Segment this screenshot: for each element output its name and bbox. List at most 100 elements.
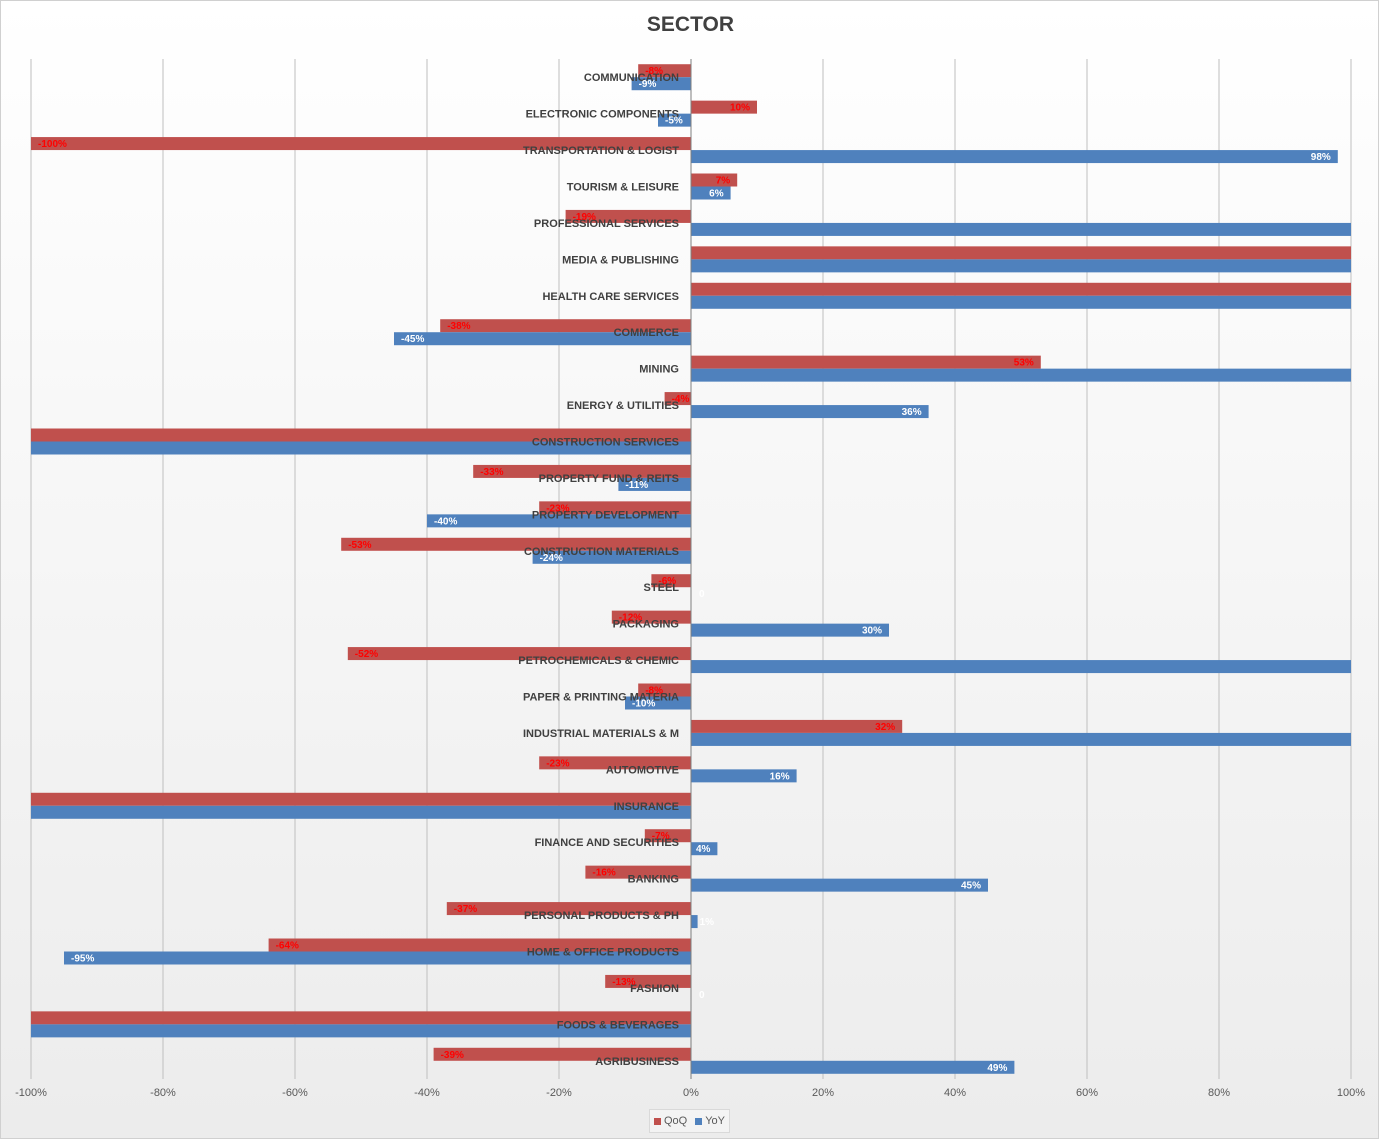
data-label-yoy: -40% — [434, 516, 457, 527]
legend-swatch-qoq — [654, 1117, 661, 1125]
bar-yoy — [427, 514, 691, 528]
category-label: PROPERTY FUND & REITS — [539, 473, 679, 485]
bar-yoy — [691, 915, 698, 929]
category-label: HEALTH CARE SERVICES — [542, 291, 679, 303]
category-label: COMMERCE — [614, 327, 679, 339]
category-label: AUTOMOTIVE — [606, 764, 679, 776]
data-label-yoy: -24% — [540, 553, 563, 564]
bar-yoy — [691, 1060, 1015, 1074]
bar-yoy — [31, 805, 691, 819]
x-tick-label: -60% — [282, 1087, 308, 1099]
bar-yoy — [691, 222, 1351, 236]
bar-yoy — [64, 951, 691, 965]
category-label: ENERGY & UTILITIES — [567, 400, 679, 412]
data-label-qoq: -13% — [612, 977, 635, 988]
bar-qoq — [31, 1011, 691, 1025]
data-label-qoq: 10% — [730, 103, 750, 114]
bar-yoy — [691, 842, 718, 856]
data-label-qoq: -33% — [480, 467, 503, 478]
bar-yoy — [691, 368, 1351, 382]
data-label-qoq: -12% — [619, 613, 642, 624]
bar-qoq — [644, 829, 691, 843]
x-tick-label: 0% — [683, 1087, 699, 1099]
bar-qoq — [539, 501, 691, 515]
bar-yoy — [691, 295, 1351, 309]
data-label-yoy: -10% — [632, 699, 655, 710]
category-labels-layer: COMMUNICATION ELECTRONIC COMPONENTS TRANSP… — [518, 72, 679, 1068]
data-label-yoy: -95% — [71, 954, 94, 965]
legend-label-yoy: YoY — [705, 1115, 726, 1127]
legend-swatch-yoy — [695, 1117, 703, 1125]
data-label-qoq: -39% — [441, 1050, 464, 1061]
data-label-qoq: -7% — [652, 831, 670, 842]
data-label-yoy: 30% — [862, 626, 882, 637]
bar-qoq — [473, 464, 691, 478]
data-label-yoy: 0 — [699, 990, 705, 1001]
data-label-qoq: -8% — [645, 686, 663, 697]
category-label: PAPER & PRINTING MATERIA — [523, 692, 679, 704]
category-label: FASHION — [630, 983, 679, 995]
data-label-qoq: -64% — [276, 941, 299, 952]
data-label-yoy: -5% — [665, 116, 683, 127]
bar-yoy — [691, 769, 797, 783]
chart-title: SECTOR — [646, 13, 735, 36]
bar-yoy — [631, 77, 691, 91]
bar-qoq — [691, 100, 757, 114]
bar-qoq — [347, 647, 691, 661]
bar-qoq — [341, 537, 691, 551]
data-label-qoq: -19% — [573, 212, 596, 223]
x-tick-label: 40% — [944, 1087, 966, 1099]
bar-qoq — [31, 428, 691, 442]
data-label-yoy: 4% — [696, 844, 711, 855]
category-label: BANKING — [628, 874, 679, 886]
bar-yoy — [691, 186, 731, 200]
bar-qoq — [605, 974, 691, 988]
data-label-qoq: -100% — [38, 139, 67, 150]
legend-item-qoq: QoQ — [654, 1115, 687, 1127]
data-label-qoq: -16% — [592, 868, 615, 879]
bar-yoy — [691, 732, 1351, 746]
category-label: FINANCE AND SECURITIES — [535, 837, 679, 849]
category-label: PETROCHEMICALS & CHEMIC — [518, 655, 679, 667]
legend-label-qoq: QoQ — [664, 1115, 688, 1127]
category-label: COMMUNICATION — [584, 72, 679, 84]
category-label: ELECTRONIC COMPONENTS — [526, 109, 679, 121]
data-label-yoy: -45% — [401, 334, 424, 345]
category-label: MINING — [639, 364, 679, 376]
bar-qoq — [446, 902, 691, 916]
bar-qoq — [651, 574, 691, 588]
category-label: CONSTRUCTION SERVICES — [532, 437, 679, 449]
x-tick-label: -40% — [414, 1087, 440, 1099]
category-label: TOURISM & LEISURE — [567, 182, 679, 194]
x-tick-label: 80% — [1208, 1087, 1230, 1099]
category-label: AGRIBUSINESS — [595, 1056, 679, 1068]
bar-qoq — [539, 756, 691, 770]
bar-qoq — [611, 610, 691, 624]
category-label: PROFESSIONAL SERVICES — [534, 218, 679, 230]
bar-qoq — [440, 319, 691, 333]
data-label-yoy: -9% — [639, 79, 657, 90]
category-label: PACKAGING — [613, 619, 679, 631]
bar-yoy — [691, 405, 929, 419]
category-label: STEEL — [644, 582, 680, 594]
x-tick-label: -100% — [15, 1087, 47, 1099]
bar-yoy — [658, 113, 691, 127]
data-label-yoy: 49% — [987, 1063, 1007, 1074]
x-tick-label: -20% — [546, 1087, 572, 1099]
data-label-qoq: 7% — [716, 176, 731, 187]
x-tick-label: 100% — [1337, 1087, 1365, 1099]
bar-qoq — [638, 64, 691, 78]
legend: QoQ YoY — [649, 1109, 731, 1133]
category-label: INDUSTRIAL MATERIALS & M — [523, 728, 679, 740]
bar-qoq — [691, 355, 1041, 369]
data-label-yoy: 45% — [961, 881, 981, 892]
data-label-qoq: -8% — [645, 66, 663, 77]
data-label-qoq: 32% — [875, 722, 895, 733]
data-label-yoy: 16% — [770, 771, 790, 782]
bar-yoy — [691, 150, 1338, 164]
data-label-qoq: -6% — [658, 576, 676, 587]
bar-qoq — [691, 719, 903, 733]
bar-qoq — [638, 683, 691, 697]
data-label-qoq: -38% — [447, 321, 470, 332]
bar-yoy — [31, 1024, 691, 1038]
